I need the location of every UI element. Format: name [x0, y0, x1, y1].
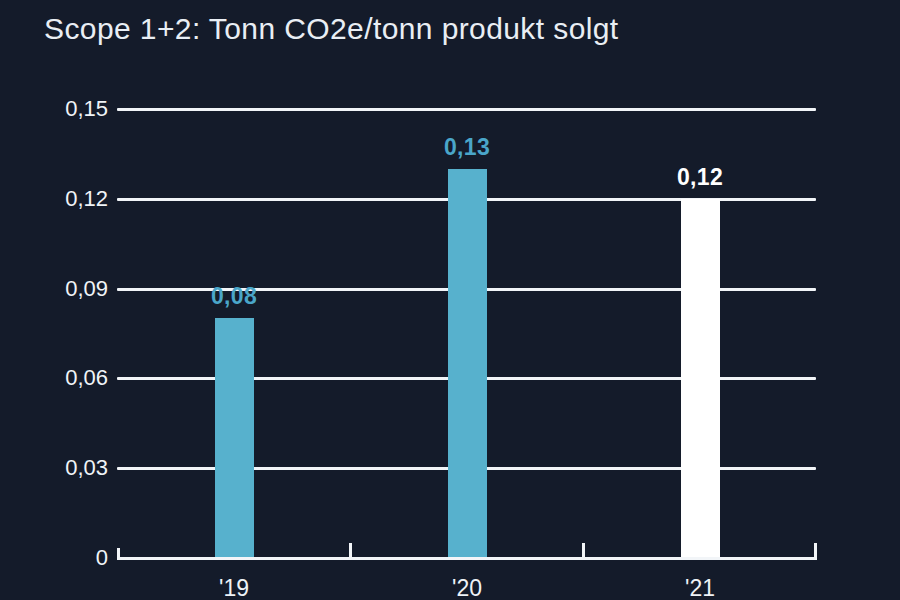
x-axis-label-21: '21	[640, 575, 760, 600]
bar-20	[448, 169, 487, 557]
bar-group-20: 0,13	[407, 100, 527, 557]
x-axis-tick-end	[814, 543, 817, 560]
bar-group-21: 0,12	[640, 100, 760, 557]
y-tick-label-0-12: 0,12	[20, 186, 108, 212]
x-axis-label-20: '20	[407, 575, 527, 600]
bar-value-label-19: 0,08	[211, 283, 257, 309]
x-axis-tick-start	[117, 548, 120, 560]
y-tick-label-0-03: 0,03	[20, 455, 108, 481]
bar-value-label-21: 0,12	[677, 164, 723, 190]
x-axis-tick-2	[582, 543, 585, 560]
bar-21	[681, 199, 720, 557]
chart-title: Scope 1+2: Tonn CO2e/tonn produkt solgt	[44, 12, 619, 46]
y-tick-label-0-06: 0,06	[20, 365, 108, 391]
x-axis-label-19: '19	[174, 575, 294, 600]
bar-group-19: 0,08	[174, 100, 294, 557]
y-tick-label-0-15: 0,15	[20, 96, 108, 122]
y-tick-label-0: 0	[20, 545, 108, 571]
chart-canvas: Scope 1+2: Tonn CO2e/tonn produkt solgt …	[0, 0, 900, 600]
bar-value-label-20: 0,13	[444, 134, 490, 160]
y-tick-label-0-09: 0,09	[20, 276, 108, 302]
x-axis-tick-1	[349, 543, 352, 560]
x-axis-line	[117, 557, 817, 560]
bar-19	[215, 318, 254, 557]
